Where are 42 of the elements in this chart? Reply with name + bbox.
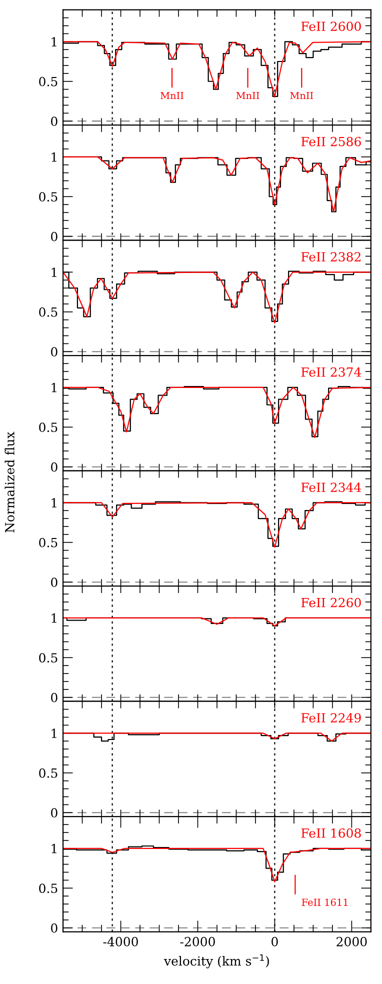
y-tick-label: 0 <box>51 692 58 702</box>
text: FeII 1608 <box>301 828 361 838</box>
y-tick-label: 1 <box>52 382 56 392</box>
y-tick-label: 0 <box>51 578 58 588</box>
y-tick-label: 0 <box>51 462 58 472</box>
text: FeII 2374 <box>301 367 362 377</box>
y-tick-label: 0.5 <box>39 307 58 317</box>
x-axis-title: velocity (km s$^{−1}$) <box>164 954 269 968</box>
x-tick-label: -2000 <box>180 936 215 946</box>
text: FeII 2586 <box>301 136 361 146</box>
y-tick-label: 0.5 <box>39 653 58 663</box>
annotation: FeII 1611 <box>302 898 348 906</box>
y-tick-label: 0 <box>51 347 58 357</box>
text: FeII 2249 <box>301 713 361 723</box>
text: FeII 2344 <box>301 482 362 492</box>
y-tick-label: 1 <box>52 268 56 277</box>
y-tick-label: 0.5 <box>39 422 58 432</box>
y-tick-label: 0.5 <box>39 192 58 202</box>
y-tick-label: 1 <box>52 152 56 162</box>
y-tick-label: 0.5 <box>39 884 58 894</box>
y-tick-label: 1 <box>52 844 56 854</box>
y-tick-label: 1 <box>52 37 56 46</box>
y-tick-label: 1 <box>52 613 56 623</box>
annotation: MnII <box>236 92 260 100</box>
y-tick-label: 0 <box>51 116 58 126</box>
x-tick-label: 0 <box>272 936 278 946</box>
annotation: MnII <box>290 92 314 100</box>
y-tick-label: 1 <box>52 728 56 738</box>
text: FeII 2600 <box>301 22 361 32</box>
y-tick-label: 0 <box>51 808 58 818</box>
annotation: MnII <box>160 92 184 100</box>
y-tick-label: 0.5 <box>39 768 58 778</box>
y-tick-label: 0.5 <box>39 76 58 86</box>
y-tick-label: 0.5 <box>39 538 58 548</box>
x-tick-label: -4000 <box>103 936 138 946</box>
y-tick-label: 0 <box>51 923 58 933</box>
x-tick-label: 2000 <box>336 936 367 946</box>
y-axis-title: Normalized flux <box>4 432 14 532</box>
y-tick-label: 1 <box>52 498 56 508</box>
y-tick-label: 0 <box>51 232 58 242</box>
text: FeII 2382 <box>301 252 360 262</box>
text: FeII 2260 <box>301 598 361 608</box>
